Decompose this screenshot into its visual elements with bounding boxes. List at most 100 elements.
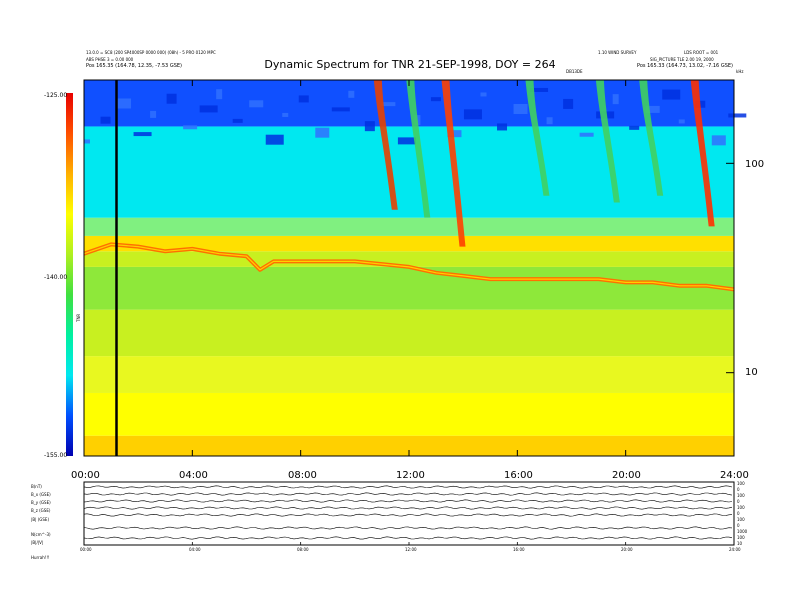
spectrum-noise xyxy=(579,132,594,137)
colorbar-tick-top: -125.00 xyxy=(44,92,68,99)
spectrum-noise xyxy=(497,123,508,131)
panel-right-tick-4: 0 xyxy=(737,499,740,504)
freq-tick-10: 10 xyxy=(745,367,758,378)
header-left-line-1: 13.0.0 = SC8 (200 SP4000SP 0000 000) (08… xyxy=(86,50,216,55)
spectrum-noise xyxy=(331,107,350,112)
parameter-trace xyxy=(83,499,733,503)
parameter-trace xyxy=(83,492,733,496)
panel-label-bz: B_z (GSE) xyxy=(31,508,51,513)
panel-time-tick-0000: 00:00 xyxy=(80,547,92,552)
spectrum-noise xyxy=(364,121,375,132)
radio-burst xyxy=(373,80,398,210)
panel-time-tick-1600: 16:00 xyxy=(513,547,525,552)
colorbar-label: TNR xyxy=(76,313,81,322)
header-left-line-3: Pos 165.35 (164.78, 12.35, -7.53 GSE) xyxy=(86,63,182,69)
spectrum-noise xyxy=(546,117,553,125)
time-tick-2000: 20:00 xyxy=(612,470,641,481)
spectrum-noise xyxy=(282,112,289,117)
panel-right-tick-10: 100 xyxy=(737,535,745,540)
spectrum-noise xyxy=(315,127,330,138)
parameter-panel-frame xyxy=(83,481,735,546)
panel-time-tick-1200: 12:00 xyxy=(405,547,417,552)
header-left-line-2: ABS PHSE 3 = 0.00 000 xyxy=(86,57,134,62)
spectrum-noise xyxy=(678,119,685,124)
plasma-line-core xyxy=(83,243,735,290)
spectrum-noise xyxy=(447,130,462,138)
panel-label-bx: B_x (GSE) xyxy=(31,492,51,497)
panel-right-tick-1: 100 xyxy=(737,481,745,486)
panel-time-tick-0800: 08:00 xyxy=(297,547,309,552)
colorbar-tick-bottom: -155.00 xyxy=(44,452,68,459)
spectrum-noise xyxy=(117,98,132,109)
spectrum-noise xyxy=(662,89,681,100)
panel-label-ratio: |B|/|V| xyxy=(31,540,44,545)
spectrum-noise xyxy=(612,94,619,105)
panel-time-tick-2400: 24:00 xyxy=(729,547,741,552)
parameter-trace xyxy=(83,513,733,517)
time-tick-0400: 04:00 xyxy=(179,470,208,481)
spectrum-band xyxy=(84,251,734,267)
panel-right-tick-9: 1000 xyxy=(737,529,748,534)
spectrum-noise xyxy=(249,100,264,108)
header-mid-label: DB13DE xyxy=(566,69,583,74)
chart-title: Dynamic Spectrum for TNR 21-SEP-1998, DO… xyxy=(264,58,556,71)
spectrum-noise xyxy=(216,89,223,100)
spectrum-noise xyxy=(645,105,660,113)
spectrum-noise xyxy=(166,93,177,104)
spectrum-band xyxy=(84,356,734,393)
time-tick-0800: 08:00 xyxy=(288,470,317,481)
spectrum-noise xyxy=(183,125,198,130)
panel-right-tick-11: 10 xyxy=(737,541,743,546)
panel-time-tick-2000: 20:00 xyxy=(621,547,633,552)
spectrum-noise xyxy=(348,90,355,98)
radio-burst xyxy=(441,80,466,247)
spectrum-band xyxy=(84,235,734,252)
colorbar-tick-mid: -140.00 xyxy=(44,274,68,281)
spectrum-noise xyxy=(728,113,747,118)
parameter-trace xyxy=(83,485,733,489)
spectrum-noise xyxy=(430,97,441,102)
spectrum-noise xyxy=(84,139,90,144)
spectrum-noise xyxy=(563,98,574,109)
panel-label-b: B(nT) xyxy=(31,484,42,489)
panel-right-tick-6: 0 xyxy=(737,511,740,516)
panel-right-tick-8: 0 xyxy=(737,523,740,528)
parameter-trace xyxy=(83,526,733,530)
spectrum-noise xyxy=(298,95,309,103)
footer-note: Hurrah!!! xyxy=(31,555,50,560)
spectrum-noise xyxy=(381,102,396,107)
header-right-line-3: SIG_PICTURE TLE 2.00 19, 2000 xyxy=(650,57,714,62)
panel-time-tick-0400: 04:00 xyxy=(189,547,201,552)
spectrum-noise xyxy=(232,118,243,123)
spectrum-noise xyxy=(629,125,640,130)
spectrum-noise xyxy=(150,110,157,118)
spectrum-band xyxy=(84,217,734,236)
spectrum-noise xyxy=(711,135,726,146)
header-right-line-1: 1.10 WIND SURVEY xyxy=(598,50,637,55)
panel-label-by: B_y (GSE) xyxy=(31,500,51,505)
freq-tick-100: 100 xyxy=(745,159,765,170)
spectrum-band xyxy=(84,435,734,456)
header-right-line-4: Pos 165.33 (164.73, 13.02, -7.16 GSE) xyxy=(637,63,733,69)
radio-burst xyxy=(690,80,715,227)
spectrum-noise xyxy=(480,92,487,97)
spectrum-noise xyxy=(463,109,482,120)
parameter-trace xyxy=(83,506,733,510)
spectrum-noise xyxy=(133,132,152,137)
parameter-trace xyxy=(83,536,733,540)
radio-burst xyxy=(639,80,664,196)
spectrum-noise xyxy=(199,105,218,113)
spectrum-noise xyxy=(397,137,416,145)
panel-right-tick-2: 0 xyxy=(737,487,740,492)
spectrum-band xyxy=(84,392,734,436)
panel-right-tick-7: 100 xyxy=(737,517,745,522)
spectrum-band xyxy=(84,309,734,357)
panel-label-bmag: |B| (GSE) xyxy=(31,517,49,522)
radio-burst xyxy=(525,80,550,196)
time-tick-1600: 16:00 xyxy=(504,470,533,481)
header-right-line-2: LDS ROOT = 001 xyxy=(684,50,719,55)
spectrum-noise xyxy=(530,87,549,92)
panel-label-density: N(cm^-3) xyxy=(31,532,51,537)
panel-right-tick-3: 100 xyxy=(737,493,745,498)
